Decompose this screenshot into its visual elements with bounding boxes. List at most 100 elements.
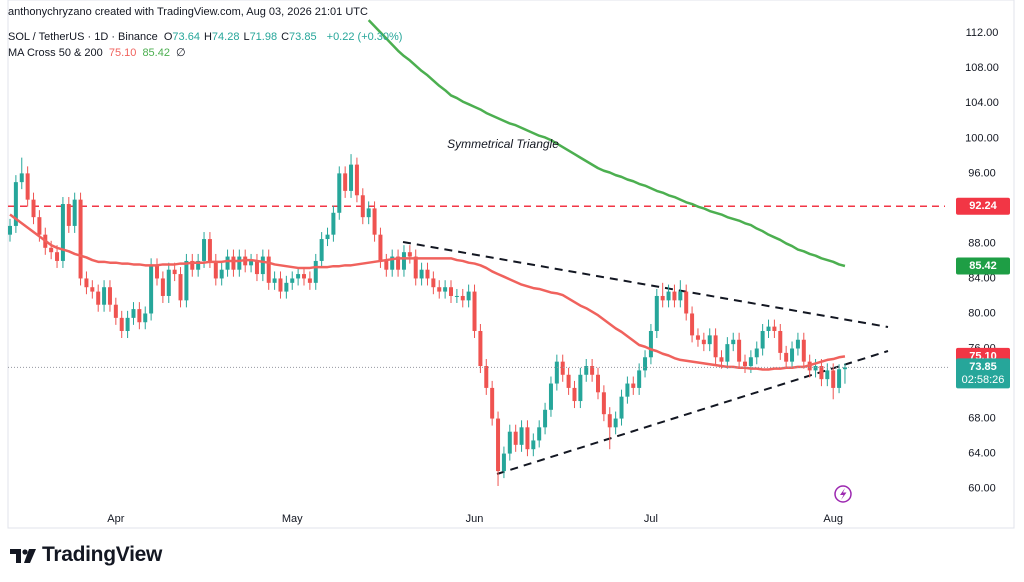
candle-body [413,256,418,279]
candle-body [313,260,318,283]
ohlc-value: 73.64 [172,31,200,43]
price-label: 85.42 [969,260,997,272]
candle-body [801,339,806,362]
candle-body [607,414,612,428]
y-tick-label: 108.00 [965,62,999,74]
candle-body [601,392,606,415]
candle-body [454,295,459,297]
price-label: 92.24 [969,200,997,212]
candle-body [272,278,277,283]
candle-body [202,239,207,261]
candle-body [213,260,218,279]
candle-body [366,208,371,218]
candle-body [196,260,201,270]
candle-body [560,361,565,375]
candle-body [19,173,24,183]
candle-body [390,256,395,270]
symbol-legend: SOL / TetherUS · 1D · Binance O73.64 H74.… [8,31,405,43]
candle-body [178,274,183,301]
candle-body [690,313,695,336]
candle-body [790,348,795,362]
candle-body [102,287,107,305]
candle-body [372,208,377,235]
candle-body [625,383,630,397]
ma-value: 75.10 [108,47,137,59]
candle-body [55,252,60,261]
candle-body [760,330,765,349]
candle-body [249,260,254,266]
symbol: SOL / TetherUS · 1D · Binance [8,31,158,43]
candle-body [525,427,530,450]
candle-body [84,278,89,288]
candle-body [707,335,712,345]
candle-body [443,287,448,292]
y-tick-label: 96.00 [968,167,996,179]
candle-body [695,335,700,340]
x-tick-label: May [282,513,303,525]
candle-body [155,265,159,279]
candle-body [337,173,342,213]
price-label-box [956,257,1010,275]
candle-body [190,260,195,270]
candle-body [319,239,324,261]
y-tick-label: 104.00 [965,97,999,109]
candle-body [331,212,336,235]
candle-body [107,287,112,305]
candle-body [166,269,171,296]
candle-body [260,256,265,275]
x-tick-label: Apr [107,513,124,525]
candle-body [831,370,836,388]
candle-body [354,164,359,196]
moving-average [367,19,846,268]
candle-body [466,291,471,301]
plot-area [8,19,945,486]
chart-frame [7,0,1015,529]
candle-body [8,225,12,235]
candle-body [754,348,759,358]
candle-body [537,427,542,441]
candle-body [619,396,624,419]
candle-body [672,291,677,301]
candle-body [349,164,354,191]
candle-body [725,344,730,362]
candle-body [648,330,653,358]
candle-body [384,260,389,270]
ma-name: MA Cross 50 & 200 [8,47,103,59]
x-tick-label: Jun [466,513,484,525]
candle-body [266,256,271,283]
candle-body [772,326,777,331]
candle-body [637,370,642,388]
candle-body [137,309,142,323]
price-label-box [956,358,1010,389]
candle-body [49,247,54,253]
candle-body [795,339,800,349]
footer: TradingView [42,543,163,566]
candle-body [149,265,154,314]
candle-body [701,339,706,345]
ohlc-key: C [281,31,290,43]
ma-value: 85.42 [142,47,170,59]
candle-body [25,173,30,200]
candle-body [460,295,465,301]
y-tick-label: 84.00 [968,272,996,284]
countdown: 02:58:26 [962,374,1005,386]
candle-body [396,256,401,270]
candle-body [378,234,383,261]
candle-body [548,383,553,410]
candle-body [590,366,595,375]
candle-body [284,282,289,292]
candle-body [743,361,747,367]
candle-body [419,269,424,279]
candle-body [231,256,236,270]
candle-body [296,274,301,279]
ma-legend: MA Cross 50 & 200 75.10 85.42 ∅ [8,46,189,59]
alert-icon [834,485,852,503]
candle-body [219,269,224,279]
candle-body [302,274,306,279]
candle-body [125,317,130,331]
candle-body [131,309,136,318]
candle-body [660,295,665,301]
candle-body [578,374,583,402]
candle-body [407,252,412,257]
